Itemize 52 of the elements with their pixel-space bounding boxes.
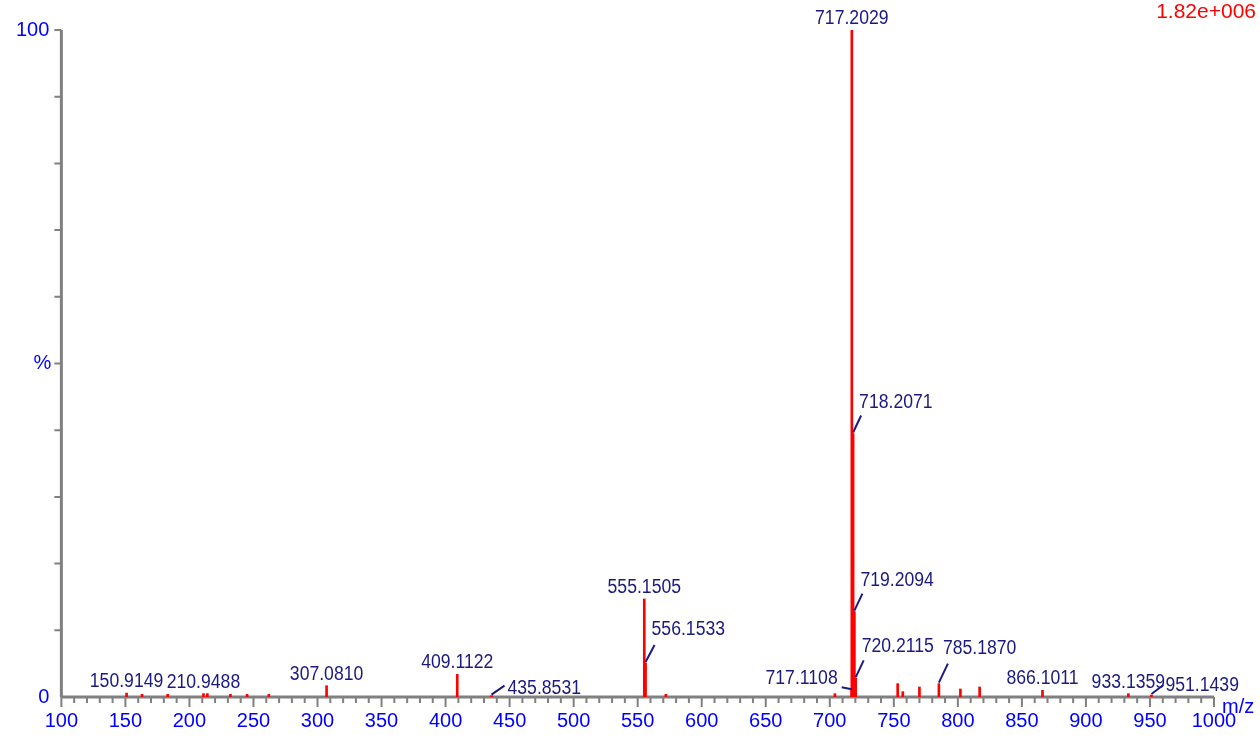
annotation: 866.1011 [1006, 664, 1079, 689]
annotation: 717.2029 [815, 4, 889, 29]
bar [1150, 694, 1153, 697]
x-tick-label: 150 [108, 708, 143, 731]
x-tick-label: 950 [1133, 708, 1167, 731]
annotation: 785.1870 [942, 634, 1017, 658]
annotation: 556.1533 [651, 615, 726, 640]
x-tick-label: 500 [556, 708, 591, 731]
annotation: 150.9149 [89, 667, 164, 692]
annotation: 409.1122 [421, 648, 494, 673]
annotation: 933.1359 [1091, 668, 1166, 692]
y-tick-label: 0 [38, 684, 50, 707]
annotation: 307.0810 [289, 660, 364, 684]
bar [229, 694, 232, 697]
x-tick-label: 800 [941, 708, 975, 731]
annotation: 718.2071 [859, 388, 933, 412]
bar [202, 693, 205, 697]
x-tick-label: 550 [621, 708, 655, 731]
bar [166, 694, 169, 697]
x-tick-label: 350 [364, 708, 399, 731]
x-tick-label: 850 [1005, 708, 1039, 731]
bar [1041, 690, 1044, 697]
annotation: 435.8531 [507, 674, 581, 698]
x-tick-label: 450 [492, 708, 527, 731]
annotation: 719.2094 [860, 566, 935, 590]
x-tick-label: 700 [813, 708, 847, 731]
annotation: 717.1108 [765, 664, 838, 689]
annotation: 951.1439 [1165, 671, 1239, 696]
bar [325, 685, 328, 697]
x-tick-label: 100 [44, 708, 79, 731]
annotation: 720.2115 [861, 632, 934, 657]
x-tick-label: 900 [1069, 708, 1103, 731]
y-axis-title: % [33, 351, 52, 374]
x-tick-label: 300 [300, 708, 335, 731]
bar [206, 693, 209, 697]
x-tick-label: 250 [236, 708, 271, 731]
bar [901, 691, 905, 697]
x-tick-label: 400 [428, 708, 463, 731]
x-tick-label: 200 [172, 708, 207, 731]
bar [918, 686, 921, 697]
bar [125, 692, 128, 697]
x-tick-label: 750 [877, 708, 911, 731]
bar [959, 688, 962, 697]
x-tick-label: 600 [685, 708, 719, 731]
bar [896, 683, 899, 697]
bar [1127, 693, 1130, 697]
text: 1.82e+006 [1156, 0, 1256, 23]
annotation: 555.1505 [607, 573, 682, 598]
annotation: 210.9488 [166, 668, 241, 692]
bar [455, 673, 459, 697]
x-tick-label: 650 [749, 708, 783, 731]
bar [978, 686, 981, 697]
